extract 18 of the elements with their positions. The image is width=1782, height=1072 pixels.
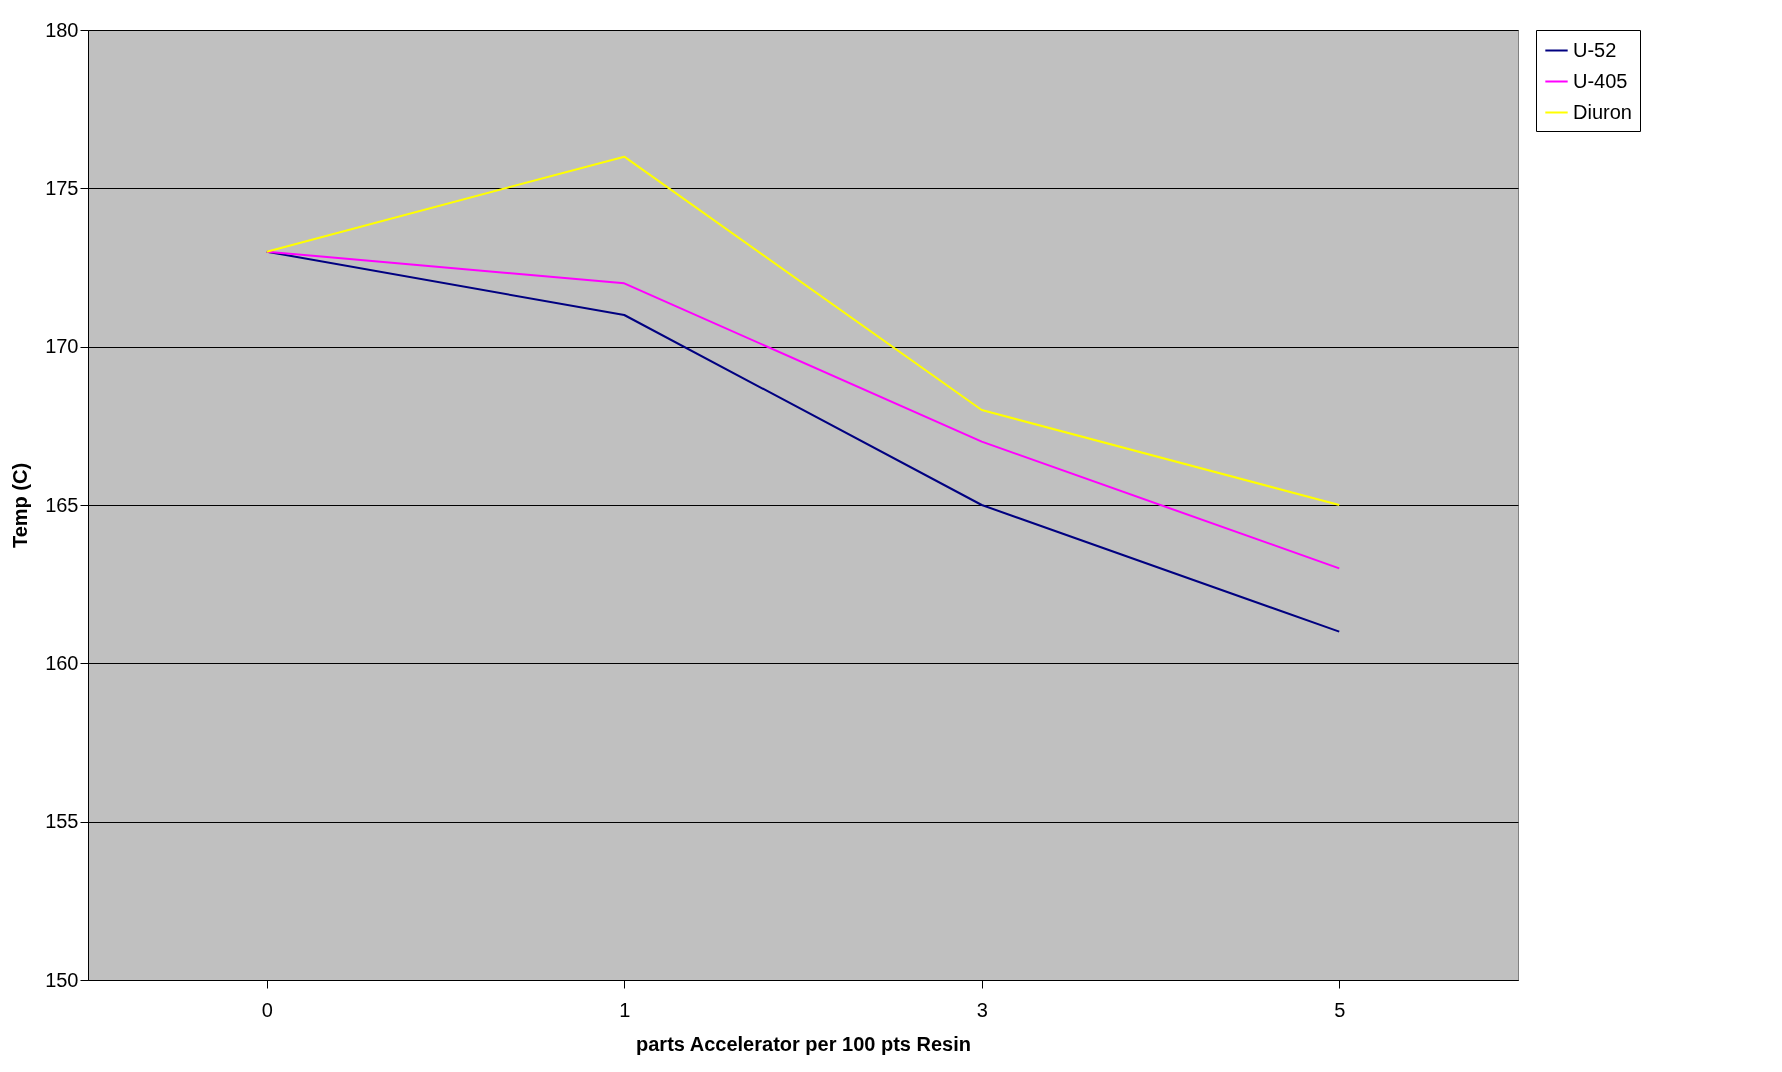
line-series	[265, 155, 1341, 506]
y-tick-label: 175	[45, 176, 79, 199]
x-tick-label: 5	[1334, 998, 1346, 1021]
legend-label: Diuron	[1573, 100, 1632, 123]
y-tick-label: 150	[45, 968, 79, 991]
legend-label: U-52	[1573, 38, 1617, 61]
y-tick-label: 170	[45, 335, 79, 358]
x-tick-label: 1	[619, 998, 631, 1021]
y-tick-label: 180	[45, 18, 79, 41]
x-axis-title: parts Accelerator per 100 pts Resin	[636, 1032, 971, 1055]
y-tick-label: 160	[45, 651, 79, 674]
legend-label: U-405	[1573, 69, 1628, 92]
x-tick-label: 3	[976, 998, 988, 1021]
x-tick-label: 0	[261, 998, 273, 1021]
y-tick-label: 165	[45, 493, 79, 516]
y-axis-title: Temp (C)	[9, 462, 32, 549]
y-tick-label: 155	[45, 810, 79, 833]
line-series	[265, 250, 1341, 570]
